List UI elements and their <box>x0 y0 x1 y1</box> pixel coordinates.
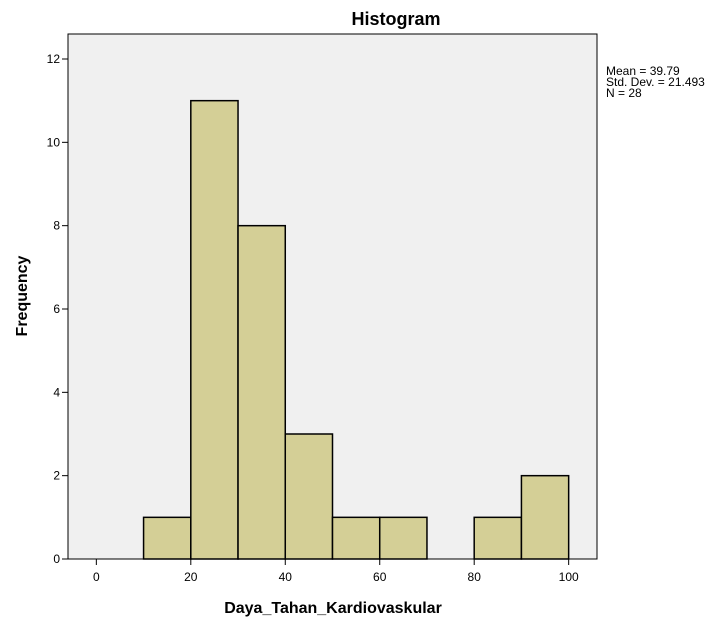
histogram-bar-0 <box>142 516 192 560</box>
histogram-bar-5 <box>378 516 428 560</box>
histogram-bar-8 <box>520 474 570 560</box>
y-axis-ticks: 0 2 4 6 8 10 12 <box>47 52 68 566</box>
y-tick-label: 4 <box>53 385 60 399</box>
y-axis-label: Frequency <box>14 255 31 336</box>
x-tick-label: 100 <box>559 570 579 584</box>
x-axis-ticks: 0 20 40 60 80 100 <box>93 559 579 584</box>
histogram-bar-3 <box>284 433 334 560</box>
y-tick-label: 10 <box>47 135 61 149</box>
x-tick-label: 80 <box>468 570 482 584</box>
histogram-bar-1 <box>190 99 239 560</box>
histogram-bar-2 <box>237 224 287 560</box>
x-tick-label: 60 <box>373 570 387 584</box>
histogram-bar-4 <box>331 516 381 560</box>
x-tick-label: 0 <box>93 570 100 584</box>
histogram-bar-7 <box>473 516 523 560</box>
y-tick-label: 0 <box>53 552 60 566</box>
statistic-line: Std. Dev. = 21.493 <box>606 75 705 89</box>
statistic-line: Mean = 39.79 <box>606 64 680 78</box>
y-tick-label: 2 <box>53 469 60 483</box>
y-tick-label: 12 <box>47 52 61 66</box>
y-tick-label: 6 <box>53 302 60 316</box>
y-tick-label: 8 <box>53 219 60 233</box>
x-axis-label: Daya_Tahan_Kardiovaskular <box>224 600 442 617</box>
statistic-line: N = 28 <box>606 86 642 100</box>
chart-title: Histogram <box>351 9 440 29</box>
x-tick-label: 20 <box>184 570 198 584</box>
bars-group <box>142 99 570 560</box>
x-tick-label: 40 <box>279 570 293 584</box>
